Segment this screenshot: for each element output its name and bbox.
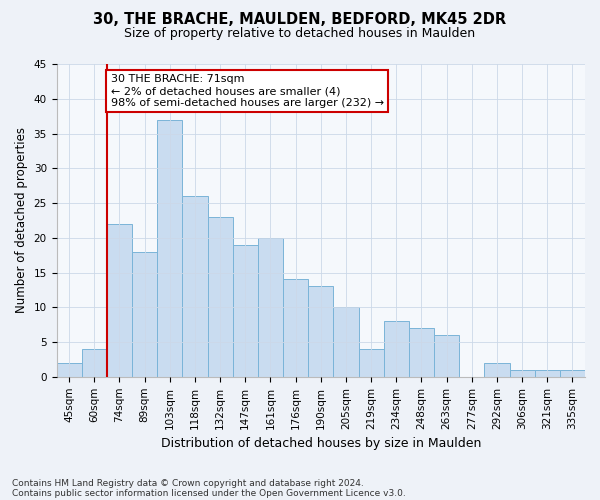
Text: Contains HM Land Registry data © Crown copyright and database right 2024.: Contains HM Land Registry data © Crown c… bbox=[12, 478, 364, 488]
Y-axis label: Number of detached properties: Number of detached properties bbox=[15, 128, 28, 314]
Bar bbox=[308, 286, 334, 377]
Text: 30, THE BRACHE, MAULDEN, BEDFORD, MK45 2DR: 30, THE BRACHE, MAULDEN, BEDFORD, MK45 2… bbox=[94, 12, 506, 28]
Text: 30 THE BRACHE: 71sqm
← 2% of detached houses are smaller (4)
98% of semi-detache: 30 THE BRACHE: 71sqm ← 2% of detached ho… bbox=[110, 74, 384, 108]
Bar bbox=[283, 280, 308, 377]
Bar bbox=[359, 349, 383, 377]
Bar bbox=[509, 370, 535, 377]
Bar bbox=[560, 370, 585, 377]
Bar bbox=[182, 196, 208, 377]
Bar bbox=[157, 120, 182, 377]
Bar bbox=[258, 238, 283, 377]
Bar bbox=[56, 363, 82, 377]
Bar bbox=[484, 363, 509, 377]
Bar bbox=[409, 328, 434, 377]
Bar bbox=[535, 370, 560, 377]
Bar bbox=[132, 252, 157, 377]
Bar bbox=[383, 321, 409, 377]
Text: Size of property relative to detached houses in Maulden: Size of property relative to detached ho… bbox=[124, 28, 476, 40]
Bar bbox=[208, 217, 233, 377]
X-axis label: Distribution of detached houses by size in Maulden: Distribution of detached houses by size … bbox=[161, 437, 481, 450]
Bar bbox=[107, 224, 132, 377]
Text: Contains public sector information licensed under the Open Government Licence v3: Contains public sector information licen… bbox=[12, 488, 406, 498]
Bar bbox=[82, 349, 107, 377]
Bar bbox=[434, 335, 459, 377]
Bar bbox=[334, 308, 359, 377]
Bar bbox=[233, 244, 258, 377]
